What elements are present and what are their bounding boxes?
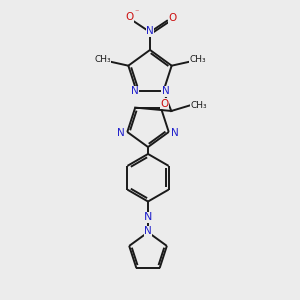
Text: CH₃: CH₃ (191, 100, 207, 109)
Text: N: N (161, 86, 169, 96)
Text: ⁻: ⁻ (135, 8, 139, 17)
Text: CH₃: CH₃ (189, 55, 206, 64)
Text: N: N (131, 86, 139, 96)
Text: N: N (144, 212, 152, 222)
Text: N: N (146, 26, 154, 36)
Text: CH₃: CH₃ (94, 55, 111, 64)
Text: N: N (144, 226, 152, 236)
Text: O: O (161, 99, 169, 109)
Text: O: O (125, 12, 133, 22)
Text: O: O (169, 13, 177, 23)
Text: N: N (118, 128, 125, 138)
Text: N: N (171, 128, 178, 138)
